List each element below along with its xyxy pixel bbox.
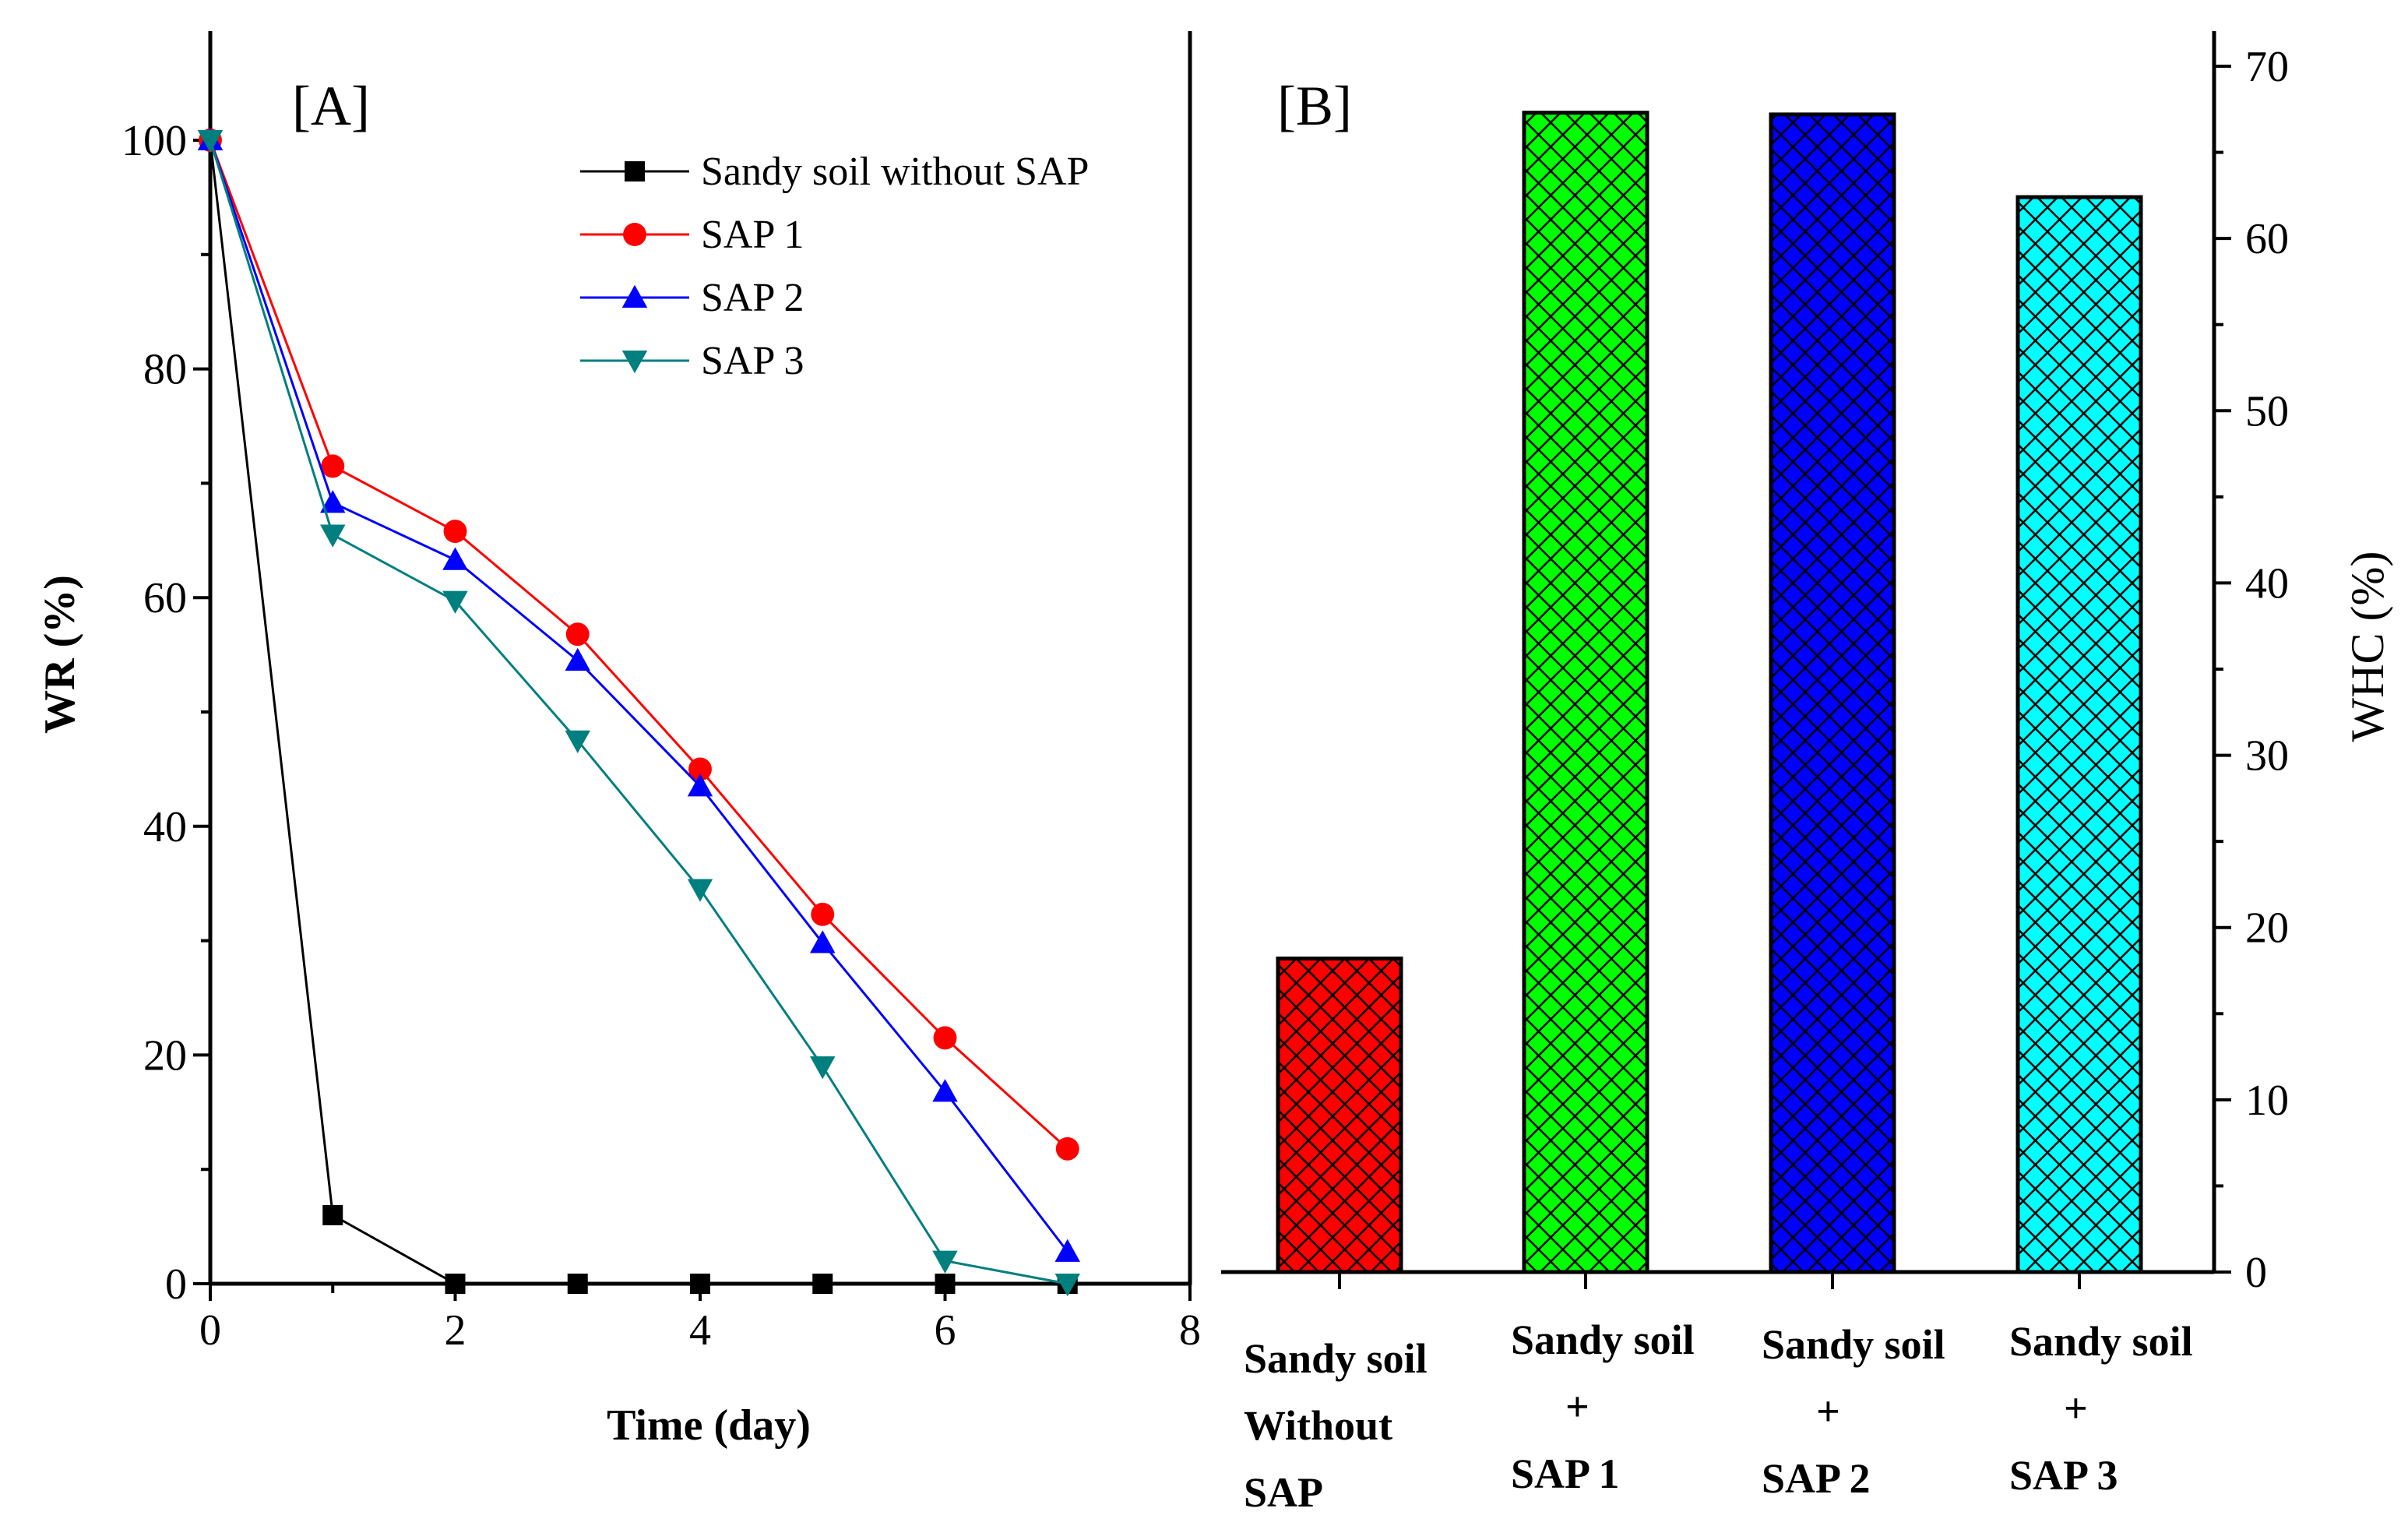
legend-marker	[625, 161, 645, 181]
panel-b-y-tick-label: 30	[2245, 732, 2289, 781]
legend-marker	[621, 284, 648, 308]
panel-a-y-tick-label: 20	[143, 1031, 187, 1080]
data-point	[812, 1274, 833, 1294]
category-label-line: +	[1565, 1383, 1589, 1430]
panel-a-x-tick-label: 0	[199, 1306, 221, 1355]
bar-1	[1276, 957, 1403, 1274]
data-point	[197, 130, 224, 153]
data-point	[688, 757, 712, 781]
bar-4	[2015, 195, 2143, 1274]
data-point	[320, 490, 346, 513]
panel-a-legend: Sandy soil without SAP SAP 1 SAP 2 SAP 3	[580, 150, 1089, 383]
panel-b-y-tick-label: 50	[2245, 387, 2289, 435]
category-label-line: Sandy soil	[1762, 1321, 1945, 1368]
panel-a-line-chart: [A] 0 2 4 6 8 0 20 40 60 80 100 Time (day) WR (%)…	[36, 31, 1201, 1450]
panel-b-y-tick-label: 40	[2245, 559, 2289, 608]
data-point	[567, 1274, 588, 1294]
data-point	[932, 1079, 958, 1102]
data-point	[811, 902, 835, 926]
category-label-line: SAP 1	[1511, 1450, 1620, 1497]
series-line-3	[209, 139, 1068, 1253]
data-point	[442, 547, 468, 570]
bar-hatch	[1276, 957, 1403, 1274]
data-point	[932, 1250, 958, 1274]
panel-b-y-tick-label: 10	[2245, 1077, 2289, 1125]
bar-2	[1522, 111, 1649, 1274]
category-label-line: Sandy soil	[1511, 1316, 1695, 1363]
category-label-line: Without	[1244, 1402, 1392, 1449]
data-point	[810, 930, 836, 953]
category-label-line: Sandy soil	[2009, 1318, 2193, 1365]
panel-a-y-axis-title: WR (%)	[36, 575, 84, 734]
data-point	[565, 647, 590, 671]
data-point	[933, 1026, 957, 1050]
panel-b-label: [B]	[1277, 75, 1352, 137]
panel-a-x-tick-label: 4	[689, 1306, 711, 1355]
legend-label: SAP 2	[701, 276, 804, 320]
data-point	[690, 1274, 710, 1294]
series-line-4	[209, 139, 1068, 1285]
bar-hatch	[1522, 111, 1649, 1274]
panel-a-x-tick-label: 6	[935, 1306, 956, 1355]
panel-a-x-axis-title: Time (day)	[607, 1401, 811, 1450]
bar-3	[1769, 112, 1896, 1274]
panel-b-bars	[1276, 111, 2143, 1289]
legend-label: Sandy soil without SAP	[701, 150, 1089, 194]
data-point	[445, 1274, 466, 1294]
data-point	[810, 1056, 836, 1080]
data-point	[565, 730, 590, 753]
category-label-line: +	[2064, 1385, 2088, 1432]
panel-a-x-tick-label: 8	[1179, 1306, 1201, 1355]
panel-a-axes	[208, 31, 1190, 1286]
legend-label: SAP 3	[701, 339, 804, 383]
data-point	[443, 520, 467, 544]
panel-a-series	[197, 127, 1080, 1297]
data-point	[687, 879, 713, 902]
panel-b-y-tick-label: 0	[2245, 1249, 2267, 1297]
category-label-line: +	[1816, 1388, 1840, 1435]
panel-b-y-tick-label: 70	[2245, 43, 2289, 91]
panel-b-bar-chart: [B] 0 10 20 30 40 50 60 70 WHC (%) Sandy soil Wi…	[1221, 31, 2393, 1516]
panel-a-x-ticks: 0 2 4 6 8	[199, 1284, 1201, 1355]
data-point	[935, 1274, 956, 1294]
category-label-line: SAP 3	[2009, 1452, 2118, 1499]
legend-marker	[621, 351, 648, 374]
panel-a-y-tick-label: 0	[165, 1260, 187, 1309]
panel-a-y-tick-label: 40	[143, 803, 187, 851]
category-label-line: Sandy soil	[1244, 1335, 1428, 1382]
category-label-line: SAP 2	[1762, 1455, 1871, 1502]
panel-b-y-tick-label: 60	[2245, 215, 2289, 263]
panel-a-y-tick-label: 80	[143, 346, 187, 394]
data-point	[321, 454, 345, 478]
panel-a-x-tick-label: 2	[445, 1306, 466, 1355]
panel-b-y-ticks: 0 10 20 30 40 50 60 70	[2214, 43, 2289, 1297]
legend-marker	[623, 223, 646, 246]
legend-label: SAP 1	[701, 213, 804, 257]
data-point	[442, 590, 468, 614]
data-point	[1054, 1239, 1080, 1262]
bar-hatch	[2015, 195, 2143, 1274]
data-point	[1054, 1274, 1080, 1297]
series-line-1	[209, 139, 1068, 1285]
data-point	[565, 622, 590, 647]
panel-a-y-ticks: 0 20 40 60 80 100	[121, 117, 210, 1309]
panel-a-label: [A]	[292, 75, 370, 137]
panel-a-y-tick-label: 100	[121, 117, 187, 165]
panel-b-y-tick-label: 20	[2245, 904, 2289, 953]
panel-a-y-tick-label: 60	[143, 574, 187, 622]
data-point	[320, 524, 346, 548]
data-point	[322, 1204, 343, 1225]
panel-b-y-axis-title: WHC (%)	[2342, 552, 2393, 742]
category-label-line: SAP	[1244, 1469, 1323, 1516]
data-point	[687, 774, 713, 797]
bar-hatch	[1769, 112, 1896, 1274]
panel-b-category-labels: Sandy soil Without SAP Sandy soil + SAP 1 Sand…	[1244, 1316, 2193, 1516]
series-line-2	[209, 139, 1068, 1150]
data-point	[1055, 1137, 1079, 1161]
